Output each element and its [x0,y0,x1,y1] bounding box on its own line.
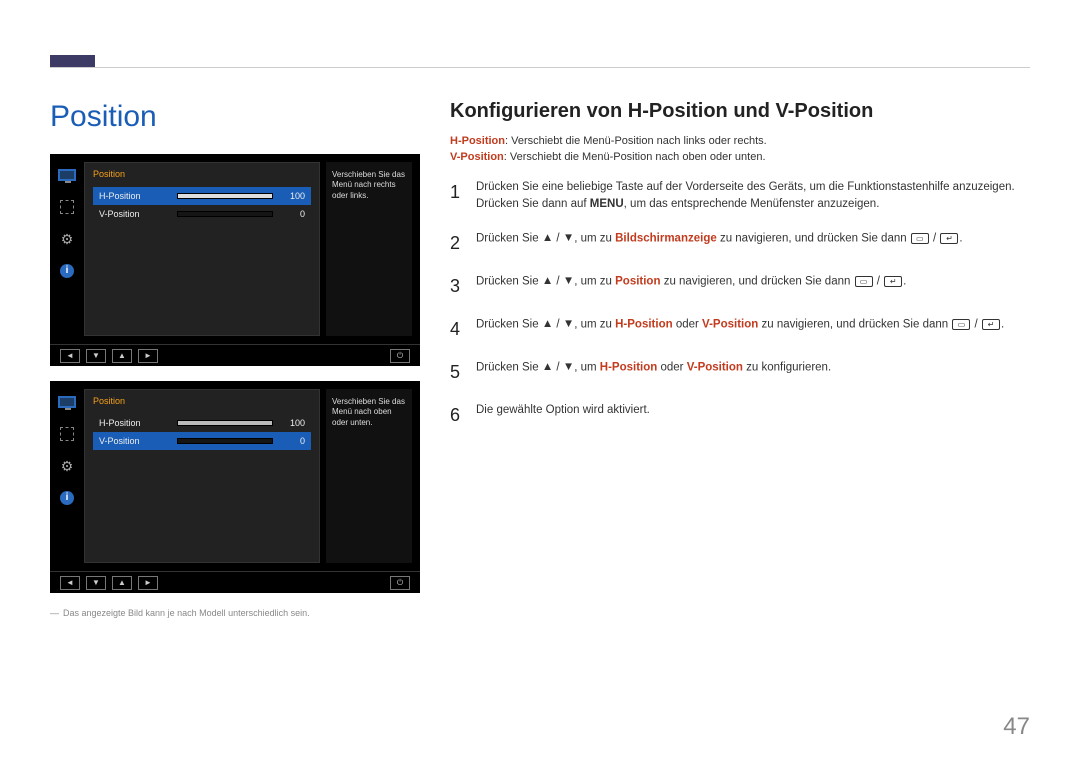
gear-icon[interactable]: ⚙ [58,459,76,473]
osd-row-bar [177,193,273,199]
header-accent-bar [50,55,95,67]
info-icon[interactable]: i [58,264,76,278]
osd-navbar: ◄ ▼ ▲ ► ⏻ [50,344,420,366]
osd-panel: ⚙iPositionH-Position100V-Position0Versch… [50,381,420,593]
osd-row-value: 100 [281,191,305,201]
osd-row-value: 0 [281,209,305,219]
power-icon[interactable]: ⏻ [390,349,410,363]
step-number: 1 [450,179,476,214]
osd-row[interactable]: H-Position 100 [93,187,311,205]
osd-screenshots: ⚙iPositionH-Position100V-Position0Versch… [50,154,420,593]
description-line: V-Position: Verschiebt die Menü-Position… [450,151,1030,163]
power-icon[interactable]: ⏻ [390,576,410,590]
osd-help-text: Verschieben Sie das Menü nach rechts ode… [326,162,412,336]
nav-up-icon[interactable]: ▲ [112,349,132,363]
step-number: 5 [450,359,476,386]
step-number: 6 [450,402,476,429]
steps-list: 1Drücken Sie eine beliebige Taste auf de… [450,179,1030,429]
osd-title: Position [93,396,311,406]
step-number: 3 [450,273,476,300]
step: 4Drücken Sie ▲ / ▼, um zu H-Position ode… [450,316,1030,343]
nav-down-icon[interactable]: ▼ [86,349,106,363]
description-line: H-Position: Verschiebt die Menü-Position… [450,135,1030,147]
main-content: Position ⚙iPositionH-Position100V-Positi… [50,100,1030,618]
nav-left-icon[interactable]: ◄ [60,576,80,590]
osd-sidebar: ⚙i [50,154,84,344]
page-number: 47 [1003,713,1030,741]
header-rule [50,67,1030,68]
footnote-dash: ― [50,608,59,618]
step-number: 2 [450,230,476,257]
osd-row[interactable]: V-Position 0 [93,432,311,450]
monitor-icon[interactable] [58,395,76,409]
osd-row-bar [177,211,273,217]
step-text: Drücken Sie eine beliebige Taste auf der… [476,179,1030,214]
frame-icon[interactable] [58,200,76,214]
frame-icon[interactable] [58,427,76,441]
nav-right-icon[interactable]: ► [138,576,158,590]
step-number: 4 [450,316,476,343]
nav-left-icon[interactable]: ◄ [60,349,80,363]
description-lines: H-Position: Verschiebt die Menü-Position… [450,135,1030,163]
step: 2Drücken Sie ▲ / ▼, um zu Bildschirmanze… [450,230,1030,257]
step-text: Die gewählte Option wird aktiviert. [476,402,650,429]
osd-content: Position H-Position 100 V-Position 0 [84,162,320,336]
nav-up-icon[interactable]: ▲ [112,576,132,590]
step: 1Drücken Sie eine beliebige Taste auf de… [450,179,1030,214]
osd-row-label: H-Position [99,191,169,201]
section-title: Position [50,100,420,134]
osd-navbar: ◄ ▼ ▲ ► ⏻ [50,571,420,593]
footnote-text: Das angezeigte Bild kann je nach Modell … [63,608,310,618]
osd-row-label: V-Position [99,436,169,446]
osd-row-label: H-Position [99,418,169,428]
osd-row-value: 100 [281,418,305,428]
osd-content: Position H-Position 100 V-Position 0 [84,389,320,563]
osd-panel: ⚙iPositionH-Position100V-Position0Versch… [50,154,420,366]
nav-down-icon[interactable]: ▼ [86,576,106,590]
right-column: Konfigurieren von H-Position und V-Posit… [450,100,1030,618]
osd-title: Position [93,169,311,179]
step-text: Drücken Sie ▲ / ▼, um H-Position oder V-… [476,359,831,386]
step-text: Drücken Sie ▲ / ▼, um zu Bildschirmanzei… [476,230,963,257]
osd-row-value: 0 [281,436,305,446]
monitor-icon[interactable] [58,168,76,182]
step-text: Drücken Sie ▲ / ▼, um zu Position zu nav… [476,273,906,300]
osd-help-text: Verschieben Sie das Menü nach oben oder … [326,389,412,563]
osd-row[interactable]: V-Position 0 [93,205,311,223]
left-column: Position ⚙iPositionH-Position100V-Positi… [50,100,420,618]
gear-icon[interactable]: ⚙ [58,232,76,246]
osd-row-bar [177,420,273,426]
step-text: Drücken Sie ▲ / ▼, um zu H-Position oder… [476,316,1004,343]
osd-row-bar [177,438,273,444]
sub-heading: Konfigurieren von H-Position und V-Posit… [450,100,1030,123]
step: 5Drücken Sie ▲ / ▼, um H-Position oder V… [450,359,1030,386]
step: 3Drücken Sie ▲ / ▼, um zu Position zu na… [450,273,1030,300]
footnote: ― Das angezeigte Bild kann je nach Modell… [50,608,420,618]
nav-right-icon[interactable]: ► [138,349,158,363]
step: 6Die gewählte Option wird aktiviert. [450,402,1030,429]
osd-row[interactable]: H-Position 100 [93,414,311,432]
info-icon[interactable]: i [58,491,76,505]
osd-sidebar: ⚙i [50,381,84,571]
osd-row-label: V-Position [99,209,169,219]
